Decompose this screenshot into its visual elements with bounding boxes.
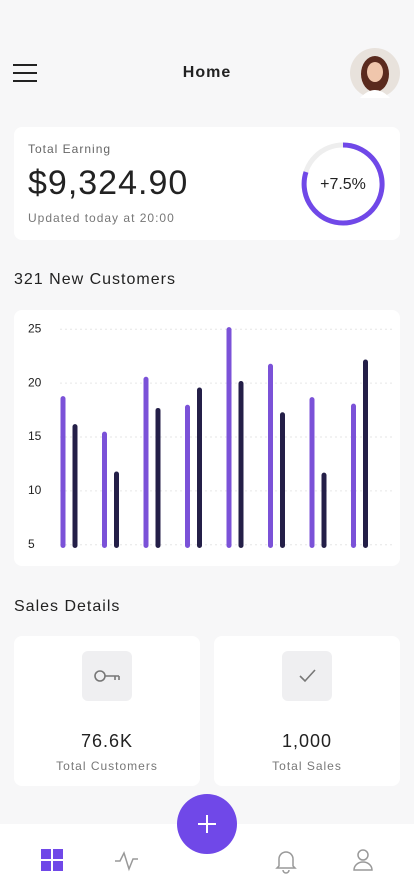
- y-tick-label: 25: [28, 321, 42, 335]
- y-tick-label: 20: [28, 375, 42, 389]
- earning-change: +7.5%: [320, 176, 366, 193]
- key-icon: [82, 651, 132, 701]
- sales-value: 76.6K: [80, 731, 134, 751]
- nav-profile[interactable]: [353, 849, 373, 871]
- progress-ring: [301, 142, 385, 226]
- header-title: Home: [182, 64, 232, 81]
- sales-card: 1,000 Total Sales: [214, 636, 400, 786]
- sales-label: Total Customers: [56, 759, 158, 773]
- chart: 5 10 15 20 25: [28, 321, 392, 551]
- y-tick-label: 10: [28, 483, 42, 497]
- earning-amount: $9,324.90: [28, 164, 189, 202]
- earning-card: Total Earning $9,324.90 Updated today at…: [14, 127, 400, 240]
- check-icon: [282, 651, 332, 701]
- bottom-nav: [0, 794, 414, 896]
- sales-title: Sales Details: [14, 598, 121, 615]
- earning-label: Total Earning: [28, 142, 112, 156]
- y-tick-label: 5: [28, 537, 35, 551]
- add-icon: [198, 815, 216, 833]
- earning-updated: Updated today at 20:00: [28, 211, 175, 225]
- nav-activity[interactable]: [115, 851, 138, 872]
- menu-button[interactable]: [13, 63, 37, 83]
- sales-card: 76.6K Total Customers: [14, 636, 200, 786]
- avatar[interactable]: [350, 48, 400, 98]
- chart-card: 5 10 15 20 25: [14, 310, 400, 566]
- nav-notifications[interactable]: [275, 851, 297, 874]
- chart-title: 321 New Customers: [14, 271, 176, 288]
- y-tick-label: 15: [28, 429, 42, 443]
- sales-value: 1,000: [281, 731, 333, 751]
- nav-home[interactable]: [41, 849, 63, 871]
- sales-label: Total Sales: [272, 759, 342, 773]
